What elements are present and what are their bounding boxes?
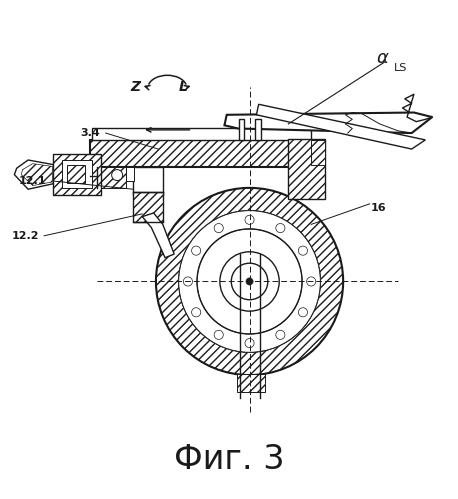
Polygon shape [224, 112, 432, 133]
Bar [237, 374, 265, 392]
Text: Фиг. 3: Фиг. 3 [174, 443, 284, 476]
Bar [133, 193, 163, 222]
Circle shape [183, 277, 192, 286]
Text: LS: LS [394, 63, 408, 73]
Circle shape [191, 246, 201, 255]
Wedge shape [156, 188, 343, 375]
Circle shape [298, 308, 307, 317]
Bar [53, 154, 101, 195]
Circle shape [245, 215, 254, 225]
Text: 12.1: 12.1 [19, 176, 46, 186]
Bar [255, 119, 261, 140]
Circle shape [298, 246, 307, 255]
Bar [133, 167, 163, 195]
Bar [67, 165, 85, 183]
Circle shape [214, 330, 224, 339]
Text: α: α [376, 49, 388, 67]
Text: 12.2: 12.2 [12, 231, 39, 241]
Circle shape [191, 308, 201, 317]
Circle shape [276, 330, 285, 339]
Circle shape [220, 252, 279, 311]
Polygon shape [142, 213, 174, 257]
Bar [97, 167, 126, 188]
Wedge shape [179, 211, 320, 352]
Polygon shape [256, 104, 425, 149]
Circle shape [246, 278, 253, 285]
Circle shape [112, 170, 123, 181]
Bar [311, 140, 325, 165]
Text: 16: 16 [371, 204, 386, 214]
Circle shape [231, 263, 268, 300]
Circle shape [245, 338, 254, 348]
Circle shape [276, 224, 285, 233]
Circle shape [306, 277, 316, 286]
Bar [90, 140, 311, 167]
Text: 3.4: 3.4 [81, 128, 100, 138]
Polygon shape [14, 160, 53, 189]
Bar [126, 167, 135, 181]
Circle shape [214, 224, 224, 233]
Text: L: L [179, 80, 188, 94]
Bar [92, 129, 311, 140]
Bar [289, 139, 325, 199]
Bar [239, 119, 244, 140]
Polygon shape [21, 164, 52, 186]
Text: Z: Z [131, 80, 141, 94]
Bar [62, 161, 92, 188]
